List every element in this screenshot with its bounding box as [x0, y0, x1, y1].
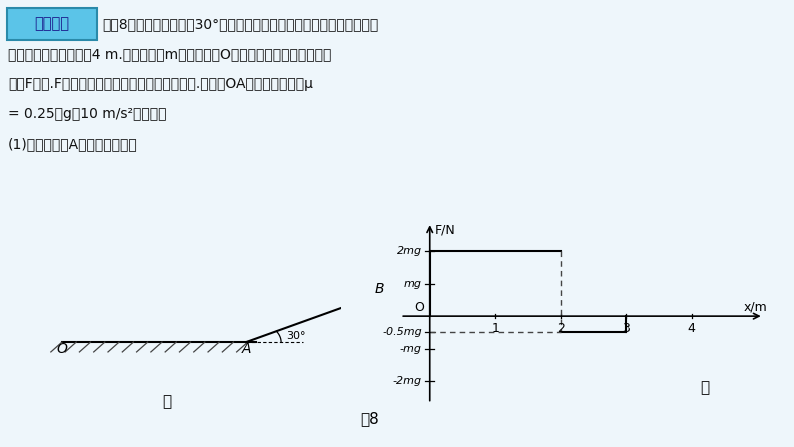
Text: 乙: 乙: [700, 380, 709, 395]
Text: O: O: [56, 342, 67, 356]
Text: mg: mg: [404, 279, 422, 289]
Text: 甲: 甲: [162, 394, 172, 409]
Text: 图8: 图8: [360, 412, 380, 426]
Text: 1: 1: [491, 322, 499, 335]
Text: 2mg: 2mg: [397, 246, 422, 257]
Text: -0.5mg: -0.5mg: [382, 327, 422, 337]
Text: -2mg: -2mg: [393, 376, 422, 386]
Text: 2: 2: [557, 322, 565, 335]
Text: B: B: [375, 282, 384, 295]
Text: = 0.25，g取10 m/s²，试求：: = 0.25，g取10 m/s²，试求：: [8, 107, 167, 121]
Text: 如图8甲所示，在倒角为30°的足够长的光滑斜面ＤＢ的Ａ处连接一粗糙: 如图8甲所示，在倒角为30°的足够长的光滑斜面ＤＢ的Ａ处连接一粗糙: [102, 17, 378, 31]
Text: 例题讲解: 例题讲解: [34, 17, 70, 31]
Text: O: O: [414, 300, 425, 313]
Text: 的力F作用.F只在水平面上按图乙所示的规律变化.滑块与OA间的动摩擦因数μ: 的力F作用.F只在水平面上按图乙所示的规律变化.滑块与OA间的动摩擦因数μ: [8, 77, 313, 91]
Text: (1)滑块运动到A处的速度大小；: (1)滑块运动到A处的速度大小；: [8, 137, 137, 151]
Text: F/N: F/N: [435, 224, 456, 237]
Text: A: A: [241, 342, 251, 356]
Text: 30°: 30°: [286, 330, 306, 341]
Text: x/m: x/m: [743, 300, 767, 313]
FancyBboxPatch shape: [7, 8, 97, 40]
Text: 水平面ＯＡ，ＯＡ长为4 m.有一质量为m的滑块，从O处由静止开始受一水平向右: 水平面ＯＡ，ＯＡ长为4 m.有一质量为m的滑块，从O处由静止开始受一水平向右: [8, 47, 331, 61]
Text: 4: 4: [688, 322, 696, 335]
Text: 3: 3: [622, 322, 630, 335]
Text: -mg: -mg: [400, 343, 422, 354]
